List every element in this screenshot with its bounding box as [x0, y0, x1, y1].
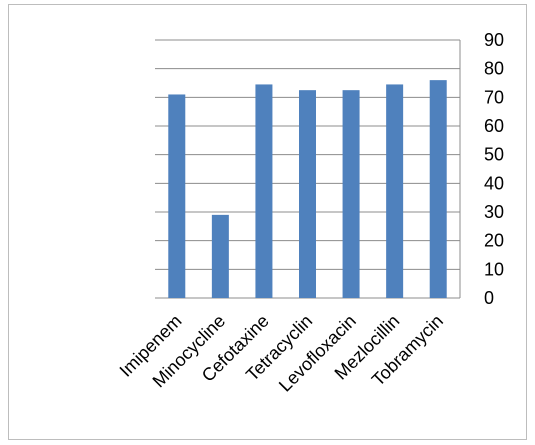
bar-levofloxacin: [342, 90, 360, 299]
y-tick-label: 70: [484, 87, 504, 107]
bar-tobramycin: [429, 80, 447, 298]
y-tick-label: 90: [484, 30, 504, 50]
bars: [168, 80, 447, 299]
y-axis-tick-labels: 0 10 20 30 40 50 60 70 80 90: [484, 30, 504, 308]
bar-minocycline: [211, 214, 229, 298]
y-tick-label: 40: [484, 173, 504, 193]
bar-tetracyclin: [299, 90, 316, 299]
bar-mezlocillin: [386, 84, 404, 298]
bar-imipenem: [168, 94, 186, 298]
y-tick-label: 80: [484, 59, 504, 79]
y-tick-label: 0: [484, 288, 494, 308]
y-tick-label: 60: [484, 116, 504, 136]
y-tick-label: 30: [484, 202, 504, 222]
y-tick-label: 20: [484, 231, 504, 251]
y-tick-label: 50: [484, 145, 504, 165]
y-tick-label: 10: [484, 259, 504, 279]
gridlines: [155, 39, 461, 299]
bar-cefotaxine: [255, 84, 273, 298]
x-axis-category-labels: ImipenemMinocyclineCefotaxineTetracyclin…: [116, 311, 447, 396]
